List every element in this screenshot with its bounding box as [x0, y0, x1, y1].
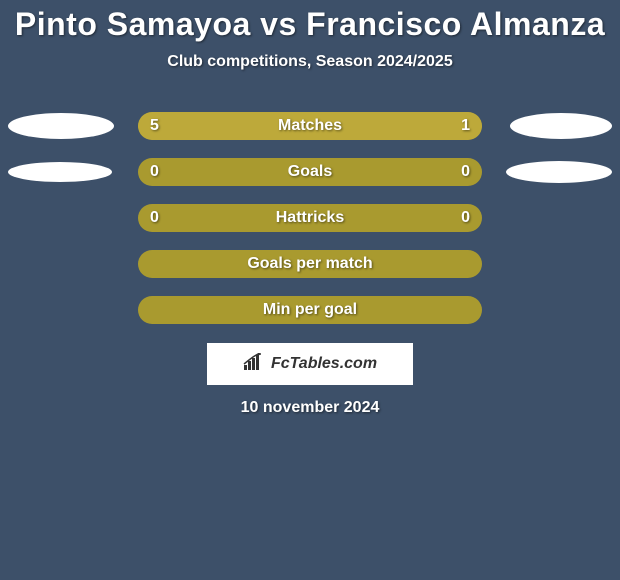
- player-right-oval: [506, 161, 612, 183]
- attribution-badge: FcTables.com: [207, 343, 413, 385]
- stat-rows: 5 Matches 1 0 Goals 0 0 Hattricks 0: [0, 111, 620, 325]
- stat-row-min-per-goal: Min per goal: [0, 295, 620, 325]
- bar-track: 0 Hattricks 0: [138, 204, 482, 232]
- stat-row-goals-per-match: Goals per match: [0, 249, 620, 279]
- bar-left-fill: [138, 112, 413, 140]
- page-title: Pinto Samayoa vs Francisco Almanza: [0, 6, 620, 43]
- bar-track: 5 Matches 1: [138, 112, 482, 140]
- player-right-oval: [510, 113, 612, 139]
- footer-date: 10 november 2024: [0, 399, 620, 417]
- stat-label: Hattricks: [138, 209, 482, 227]
- bar-right-fill: [413, 112, 482, 140]
- attribution-text: FcTables.com: [271, 355, 377, 373]
- page-subtitle: Club competitions, Season 2024/2025: [0, 53, 620, 71]
- stat-row-hattricks: 0 Hattricks 0: [0, 203, 620, 233]
- bar-track: Min per goal: [138, 296, 482, 324]
- right-value: 0: [461, 209, 470, 227]
- bar-chart-icon: [243, 353, 271, 376]
- stat-label: Goals per match: [138, 255, 482, 273]
- bar-track: 0 Goals 0: [138, 158, 482, 186]
- bar-track: Goals per match: [138, 250, 482, 278]
- stat-label: Min per goal: [138, 301, 482, 319]
- stat-row-goals: 0 Goals 0: [0, 157, 620, 187]
- stat-label: Goals: [138, 163, 482, 181]
- right-value: 0: [461, 163, 470, 181]
- player-left-oval: [8, 162, 112, 182]
- left-value: 0: [150, 163, 159, 181]
- player-left-oval: [8, 113, 114, 139]
- left-value: 0: [150, 209, 159, 227]
- stat-row-matches: 5 Matches 1: [0, 111, 620, 141]
